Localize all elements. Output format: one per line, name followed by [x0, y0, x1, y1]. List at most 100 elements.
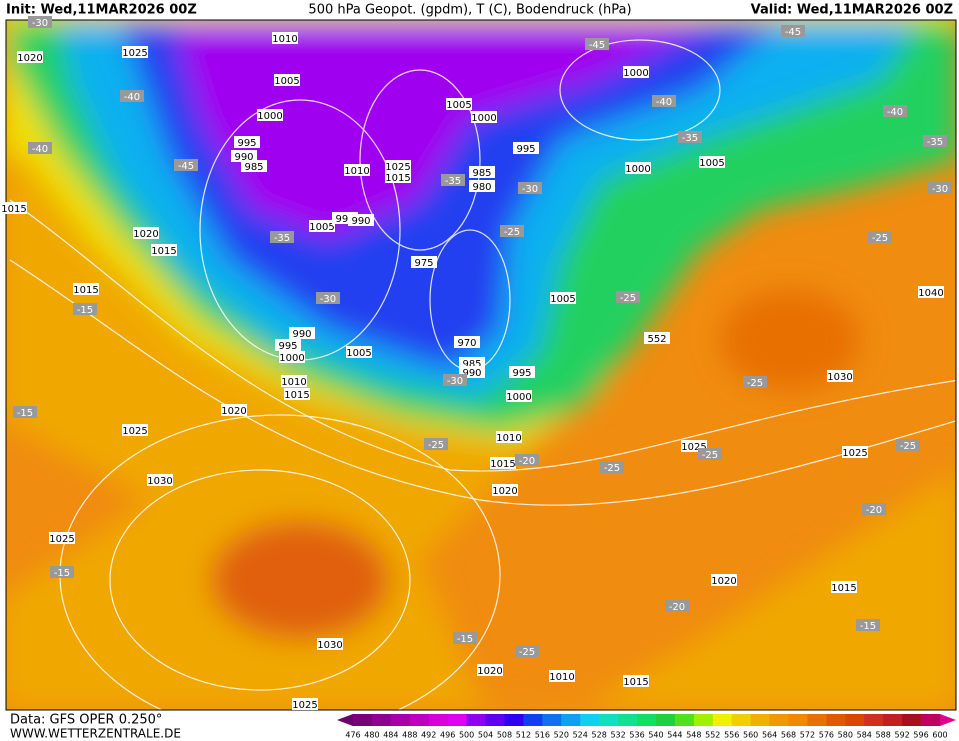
colorbar-label: 516	[535, 731, 550, 740]
pressure-label: 995	[512, 368, 531, 379]
temperature-label-box	[652, 95, 676, 107]
temperature-label: -30	[932, 184, 948, 195]
pressure-label: 1015	[151, 246, 176, 257]
temperature-label: -20	[519, 456, 535, 467]
pressure-label-box	[506, 390, 532, 402]
temperature-label-box	[743, 376, 767, 388]
temperature-label: -20	[866, 505, 882, 516]
colorbar-swatch	[447, 714, 468, 726]
pressure-label-box	[151, 244, 177, 256]
temperature-label-box	[500, 225, 524, 237]
colorbar-swatch	[921, 714, 941, 726]
map-frame	[5, 19, 957, 711]
pressure-label: 990	[351, 216, 370, 227]
temperature-label: -15	[457, 634, 473, 645]
colorbar-swatch	[409, 714, 430, 726]
temperature-label-box	[883, 105, 907, 117]
colorbar-swatch	[674, 714, 695, 726]
colorbar-swatch	[655, 714, 676, 726]
temperature-label: -45	[178, 161, 194, 172]
pressure-label: 1025	[385, 162, 410, 173]
colorbar-label: 524	[573, 731, 588, 740]
colorbar-swatch	[504, 714, 524, 726]
pressure-label-box	[73, 283, 99, 295]
temperature-label-box	[585, 38, 609, 50]
temperature-label: -30	[32, 18, 48, 29]
pressure-label: 1000	[625, 164, 650, 175]
temperature-label-box	[453, 632, 477, 644]
pressure-label: 1025	[292, 700, 317, 711]
temperature-label-box	[515, 645, 539, 657]
colorbar-label: 580	[838, 731, 853, 740]
colorbar-swatch	[523, 714, 543, 726]
colorbar-label: 512	[516, 731, 531, 740]
pressure-label: 1025	[122, 426, 147, 437]
colorbar-arrow-high	[940, 714, 956, 726]
temperature-label-box	[120, 90, 144, 102]
colorbar-swatch	[466, 714, 487, 726]
colorbar-label: 504	[478, 731, 493, 740]
pressure-label: 1000	[279, 353, 304, 364]
colorbar-label: 508	[497, 731, 512, 740]
pressure-label-box	[469, 180, 495, 192]
temperature-label-box	[270, 231, 294, 243]
pressure-label: 1015	[73, 285, 98, 296]
pressure-label-box	[241, 160, 267, 172]
pressure-label-box	[231, 150, 257, 162]
pressure-label-box	[446, 98, 472, 110]
pressure-label: 1020	[477, 666, 502, 677]
colorbar-swatch	[750, 714, 771, 726]
init-time: Init: Wed,11MAR2026 00Z	[6, 3, 197, 18]
pressure-label: 985	[472, 168, 491, 179]
colorbar-label: 596	[913, 731, 928, 740]
website: WWW.WETTERZENTRALE.DE	[10, 727, 181, 741]
temperature-label: -25	[702, 450, 718, 461]
pressure-label-box	[490, 457, 516, 469]
pressure-label: 1020	[492, 486, 517, 497]
pressure-label-box	[411, 256, 437, 268]
pressure-label: 975	[414, 258, 433, 269]
temperature-label: -40	[656, 97, 672, 108]
pressure-label-box	[348, 214, 374, 226]
colorbar-swatch	[883, 714, 903, 726]
colorbar-swatch	[769, 714, 790, 726]
colorbar-label: 552	[705, 731, 720, 740]
pressure-label: 985	[244, 162, 263, 173]
pressure-label: 1010	[281, 377, 306, 388]
pressure-label: 1000	[471, 113, 496, 124]
pressure-label: 980	[472, 182, 491, 193]
temperature-label: -45	[785, 27, 801, 38]
map-title: 500 hPa Geopot. (gpdm), T (C), Bodendruc…	[308, 3, 631, 18]
temperature-label: -30	[320, 294, 336, 305]
pressure-label-box	[471, 111, 497, 123]
temperature-label-box	[678, 131, 702, 143]
colorbar-swatch	[428, 714, 449, 726]
colorbar-label: 584	[857, 731, 872, 740]
pressure-label: 1025	[842, 448, 867, 459]
temperature-label-box	[616, 291, 640, 303]
pressure-label-box	[122, 424, 148, 436]
pressure-label: 1020	[17, 53, 42, 64]
pressure-label: 1025	[122, 48, 147, 59]
pressure-label-box	[346, 346, 372, 358]
colorbar-label: 500	[459, 731, 474, 740]
temperature-label-box	[923, 135, 947, 147]
pressure-label-box	[289, 327, 315, 339]
colorbar-label: 480	[364, 731, 379, 740]
pressure-label-box	[133, 227, 159, 239]
colorbar-swatch	[618, 714, 638, 726]
colorbar-swatch	[731, 714, 752, 726]
colorbar-swatch	[902, 714, 922, 726]
colorbar-label: 520	[554, 731, 569, 740]
pressure-label-box	[513, 142, 539, 154]
pressure-label-box	[827, 370, 853, 382]
pressure-label: 1020	[711, 576, 736, 587]
pressure-label-box	[842, 446, 868, 458]
colorbar-label: 536	[629, 731, 644, 740]
pressure-label: 1005	[699, 158, 724, 169]
temperature-label: -35	[927, 137, 943, 148]
temperature-label-box	[13, 406, 37, 418]
pressure-label-box	[221, 404, 247, 416]
colorbar-swatch	[845, 714, 865, 726]
pressure-label-box	[234, 136, 260, 148]
